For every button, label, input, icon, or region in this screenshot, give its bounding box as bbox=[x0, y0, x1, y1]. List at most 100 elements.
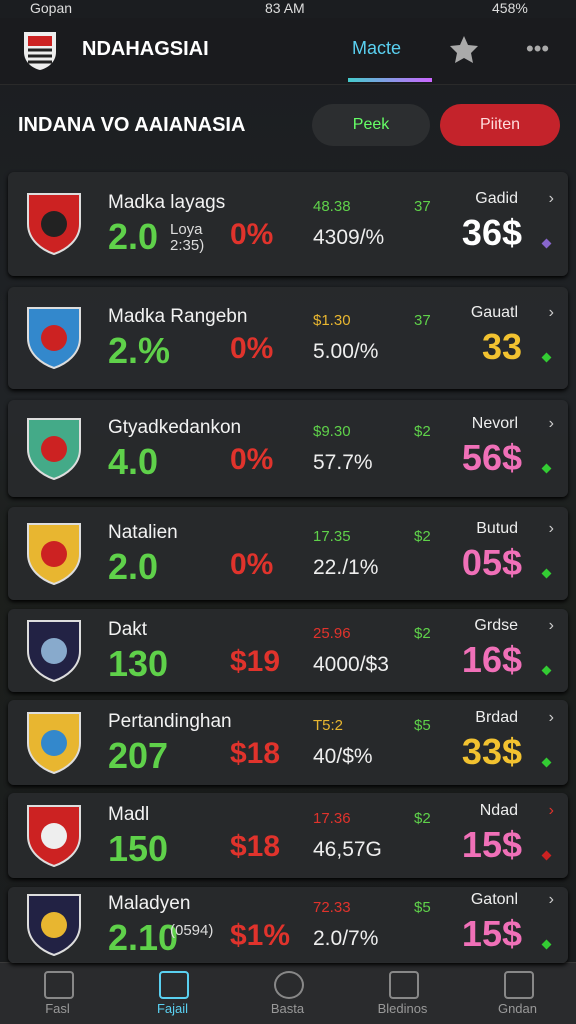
score-note: (0594) bbox=[170, 922, 214, 939]
right-score: 36$ bbox=[461, 212, 522, 253]
team-name: Madka Rangebn bbox=[108, 306, 248, 327]
more-menu[interactable]: ••• bbox=[526, 36, 550, 61]
stat-main: 5.00/% bbox=[313, 340, 379, 363]
stat-main: 22./1% bbox=[313, 555, 379, 579]
stat-top: 25.96 bbox=[313, 624, 351, 642]
change: 0% bbox=[230, 547, 274, 581]
change: $19 bbox=[230, 644, 281, 678]
change: 0% bbox=[230, 218, 274, 251]
chevron[interactable]: › bbox=[548, 304, 554, 321]
right-score: 56$ bbox=[461, 436, 522, 478]
chevron[interactable]: › bbox=[548, 190, 554, 207]
team-name: Pertandinghan bbox=[108, 710, 232, 732]
score: 2.0 bbox=[108, 216, 159, 257]
right-score: 33$ bbox=[461, 730, 522, 772]
battery: 458% bbox=[492, 0, 528, 16]
tab[interactable]: Macte bbox=[352, 38, 402, 58]
primary-button[interactable]: Piiten bbox=[440, 104, 560, 146]
score: 2.0 bbox=[108, 545, 159, 587]
stat-top: 17.35 bbox=[313, 527, 351, 545]
chevron[interactable]: › bbox=[548, 708, 554, 726]
change: 0% bbox=[230, 442, 274, 476]
team-row[interactable]: Maladyen 2.10 (0594) $1% 72.33 2.0/7% $5 Gatonl… bbox=[8, 887, 568, 963]
logo bbox=[24, 32, 56, 70]
team-row[interactable]: Madka Rangebn 2.% 0% $1.30 5.00/% 37 Gauatl 33 › bbox=[8, 287, 568, 389]
nav-item[interactable]: Basta bbox=[270, 1001, 305, 1016]
carrier: Gopan bbox=[30, 0, 73, 16]
stat-main: 40/$% bbox=[313, 744, 373, 768]
right-score: 15$ bbox=[461, 823, 522, 865]
stat-col: $2 bbox=[414, 624, 431, 642]
nav-item[interactable]: Fajail bbox=[156, 1001, 189, 1016]
header: NDAHAGSIAI Macte ••• bbox=[0, 18, 576, 85]
stat-top: T5:2 bbox=[313, 716, 344, 734]
team-row[interactable]: Madl 150 $18 17.36 46,57G $2 Ndad 15$ › bbox=[8, 793, 568, 878]
nav-icon bbox=[504, 971, 534, 999]
status-dot bbox=[541, 757, 552, 767]
stat-top: 72.33 bbox=[313, 899, 351, 916]
team-row[interactable]: Natalien 2.0 0% 17.35 22./1% $2 Butud 05$ › bbox=[8, 507, 568, 600]
stat-main: 46,57G bbox=[313, 837, 382, 861]
stat-top: 48.38 bbox=[313, 198, 351, 215]
chevron[interactable]: › bbox=[548, 616, 554, 634]
right-score: 33 bbox=[481, 326, 522, 367]
team-badge bbox=[27, 894, 81, 957]
right-label: Brdad bbox=[475, 708, 518, 726]
stat-main: 4000/$3 bbox=[313, 652, 389, 676]
stat-top: 17.36 bbox=[313, 809, 351, 827]
team-badge bbox=[27, 804, 81, 867]
nav-icon bbox=[274, 971, 304, 999]
team-badge bbox=[27, 307, 81, 370]
team-badge bbox=[27, 711, 81, 774]
right-score: 16$ bbox=[461, 638, 522, 680]
stat-col: 37 bbox=[414, 198, 431, 215]
team-name: Madka layags bbox=[108, 192, 226, 213]
stat-col: $2 bbox=[414, 422, 431, 440]
change: $1% bbox=[230, 919, 291, 952]
stat-col: $2 bbox=[414, 809, 431, 827]
status-dot bbox=[541, 568, 552, 578]
status-dot bbox=[541, 939, 552, 950]
stat-col: $5 bbox=[414, 716, 431, 734]
nav-icon bbox=[389, 971, 419, 999]
team-badge bbox=[27, 193, 81, 256]
right-label: Gatonl bbox=[470, 891, 518, 908]
right-label: Gadid bbox=[475, 190, 518, 207]
nav-item[interactable]: Gndan bbox=[497, 1001, 538, 1016]
stat-main: 2.0/7% bbox=[313, 927, 379, 950]
score-note: Loya 2:35) bbox=[170, 221, 205, 254]
nav-item[interactable]: Bledinos bbox=[377, 1001, 428, 1016]
score: 2.10 bbox=[108, 917, 179, 958]
change: 0% bbox=[230, 332, 274, 365]
team-badge bbox=[27, 522, 81, 585]
stat-col: 37 bbox=[414, 312, 431, 329]
chevron[interactable]: › bbox=[548, 891, 554, 908]
right-label: Nevorl bbox=[471, 414, 518, 432]
nav-item[interactable]: Fasl bbox=[45, 1001, 70, 1016]
team-row[interactable]: Gtyadkedankon 4.0 0% $9.30 57.7% $2 Nevorl 56$ › bbox=[8, 400, 568, 497]
team-name: Maladyen bbox=[108, 893, 191, 914]
team-row[interactable]: Pertandinghan 207 $18 T5:2 40/$% $5 Brdad 33$ › bbox=[8, 700, 568, 785]
stat-col: $2 bbox=[414, 527, 431, 545]
right-score: 15$ bbox=[461, 913, 522, 954]
score: 4.0 bbox=[108, 440, 159, 482]
right-label: Butud bbox=[476, 519, 518, 537]
status-dot bbox=[541, 665, 552, 675]
chevron[interactable]: › bbox=[548, 801, 554, 819]
tab-indicator bbox=[348, 78, 432, 82]
change: $18 bbox=[230, 736, 281, 770]
peek-button[interactable]: Peek bbox=[312, 104, 430, 146]
change: $18 bbox=[230, 829, 281, 863]
score: 150 bbox=[108, 827, 169, 869]
chevron[interactable]: › bbox=[548, 414, 554, 432]
section-title: INDANA VO AAIANASIA bbox=[18, 114, 246, 136]
team-row[interactable]: Madka layags 2.0 Loya 2:35) 0% 48.38 4309/% 37… bbox=[8, 172, 568, 276]
status-dot bbox=[541, 850, 552, 860]
star-icon[interactable] bbox=[450, 34, 486, 64]
status-dot bbox=[541, 352, 552, 363]
nav-icon bbox=[44, 971, 74, 999]
chevron[interactable]: › bbox=[548, 519, 554, 537]
right-score: 05$ bbox=[461, 541, 522, 583]
team-row[interactable]: Dakt 130 $19 25.96 4000/$3 $2 Grdse 16$ › bbox=[8, 609, 568, 692]
